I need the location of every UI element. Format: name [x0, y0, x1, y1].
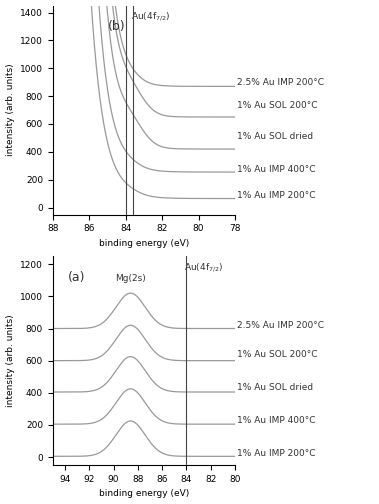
Text: 1% Au SOL 200°C: 1% Au SOL 200°C	[237, 350, 317, 359]
Y-axis label: intensity (arb. units): intensity (arb. units)	[6, 314, 14, 407]
Text: 1% Au SOL 200°C: 1% Au SOL 200°C	[237, 101, 317, 110]
Text: 2.5% Au IMP 200°C: 2.5% Au IMP 200°C	[237, 78, 324, 87]
Text: Au(4f$_{7/2}$): Au(4f$_{7/2}$)	[184, 261, 223, 274]
Text: 1% Au SOL dried: 1% Au SOL dried	[237, 132, 313, 141]
Text: 2.5% Au IMP 200°C: 2.5% Au IMP 200°C	[237, 321, 324, 330]
Y-axis label: intensity (arb. units): intensity (arb. units)	[6, 64, 14, 156]
Text: 1% Au IMP 200°C: 1% Au IMP 200°C	[237, 449, 315, 458]
Text: Mg(2s): Mg(2s)	[115, 275, 146, 283]
Text: 1% Au IMP 200°C: 1% Au IMP 200°C	[237, 191, 315, 200]
Text: (b): (b)	[108, 20, 125, 33]
X-axis label: binding energy (eV): binding energy (eV)	[99, 489, 189, 498]
Text: 1% Au IMP 400°C: 1% Au IMP 400°C	[237, 416, 315, 425]
Text: Au(4f$_{7/2}$): Au(4f$_{7/2}$)	[131, 10, 171, 23]
Text: (a): (a)	[67, 271, 85, 284]
Text: 1% Au IMP 400°C: 1% Au IMP 400°C	[237, 165, 315, 174]
X-axis label: binding energy (eV): binding energy (eV)	[99, 239, 189, 248]
Text: 1% Au SOL dried: 1% Au SOL dried	[237, 383, 313, 392]
